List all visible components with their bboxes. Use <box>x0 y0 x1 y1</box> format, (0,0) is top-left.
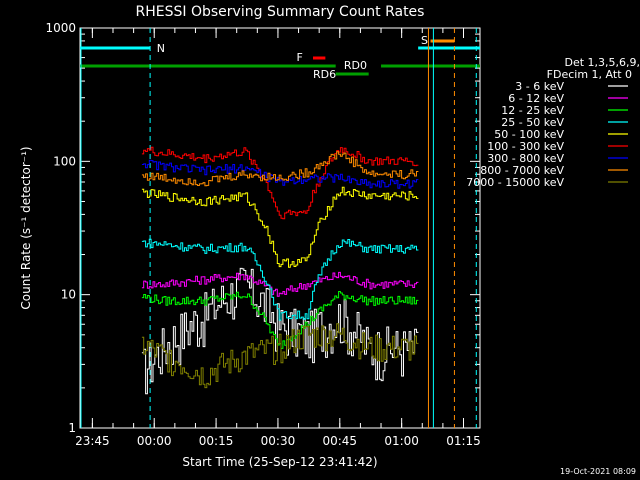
rd6-label: RD6 <box>313 68 336 81</box>
x-tick-label: 00:45 <box>322 434 357 448</box>
annotation-group: N F RD0 RD6 S <box>80 28 480 428</box>
series-line <box>141 323 419 389</box>
y-tick-label: 100 <box>53 154 76 168</box>
series-line <box>141 267 419 395</box>
legend-entry-label: 6 - 12 keV <box>508 92 564 105</box>
night-label: N <box>157 42 165 55</box>
chart-title: RHESSI Observing Summary Count Rates <box>136 4 425 20</box>
legend-entry-label: 50 - 100 keV <box>494 128 564 141</box>
x-tick-label: 00:15 <box>199 434 234 448</box>
y-tick-label: 1000 <box>45 21 76 35</box>
x-tick-label: 23:45 <box>75 434 110 448</box>
series-line <box>141 151 419 187</box>
x-tick-label: 00:00 <box>137 434 172 448</box>
flare-label: F <box>296 51 302 64</box>
series-line <box>141 271 419 297</box>
y-axis-label: Count Rate (s⁻¹ detector⁻¹) <box>19 146 33 309</box>
series-line <box>141 146 419 220</box>
legend-entry-label: 3 - 6 keV <box>515 80 564 93</box>
series-line <box>141 159 419 189</box>
series-group <box>141 146 419 395</box>
x-tick-label: 01:15 <box>446 434 481 448</box>
legend-entry-label: 12 - 25 keV <box>501 104 564 117</box>
x-tick-label: 01:00 <box>384 434 419 448</box>
series-line <box>141 186 419 268</box>
plot-frame <box>79 27 481 429</box>
legend-entry-label: 100 - 300 keV <box>487 140 564 153</box>
footer-timestamp: 19-Oct-2021 08:09 <box>560 467 636 476</box>
legend: Det 1,3,5,6,9, FDecim 1, Att 0 3 - 6 keV… <box>466 56 640 189</box>
legend-entry-label: 7000 - 15000 keV <box>466 176 564 189</box>
y-axis-ticks: 1 10 100 1000 <box>45 21 480 435</box>
x-axis-ticks: 23:45 00:00 00:15 00:30 00:45 01:00 01:15 <box>75 28 481 448</box>
legend-entry-label: 25 - 50 keV <box>501 116 564 129</box>
x-tick-label: 00:30 <box>261 434 296 448</box>
y-tick-label: 10 <box>61 288 76 302</box>
legend-entry-label: 800 - 7000 keV <box>480 164 564 177</box>
legend-header-1: Det 1,3,5,6,9, <box>564 56 640 69</box>
saa-label: S <box>421 34 428 47</box>
legend-entry-label: 300 - 800 keV <box>487 152 564 165</box>
legend-header-2: FDecim 1, Att 0 <box>547 68 632 81</box>
rd0-label: RD0 <box>344 59 367 72</box>
series-line <box>141 291 419 349</box>
series-line <box>141 238 419 321</box>
y-tick-label: 1 <box>68 421 76 435</box>
x-axis-label: Start Time (25-Sep-12 23:41:42) <box>182 455 377 469</box>
